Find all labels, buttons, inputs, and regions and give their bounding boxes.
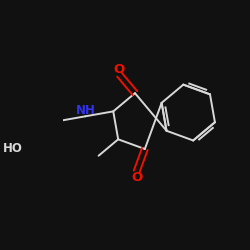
- Text: O: O: [131, 170, 142, 183]
- Text: HO: HO: [3, 142, 22, 155]
- Text: NH: NH: [76, 104, 95, 117]
- Text: O: O: [114, 63, 125, 76]
